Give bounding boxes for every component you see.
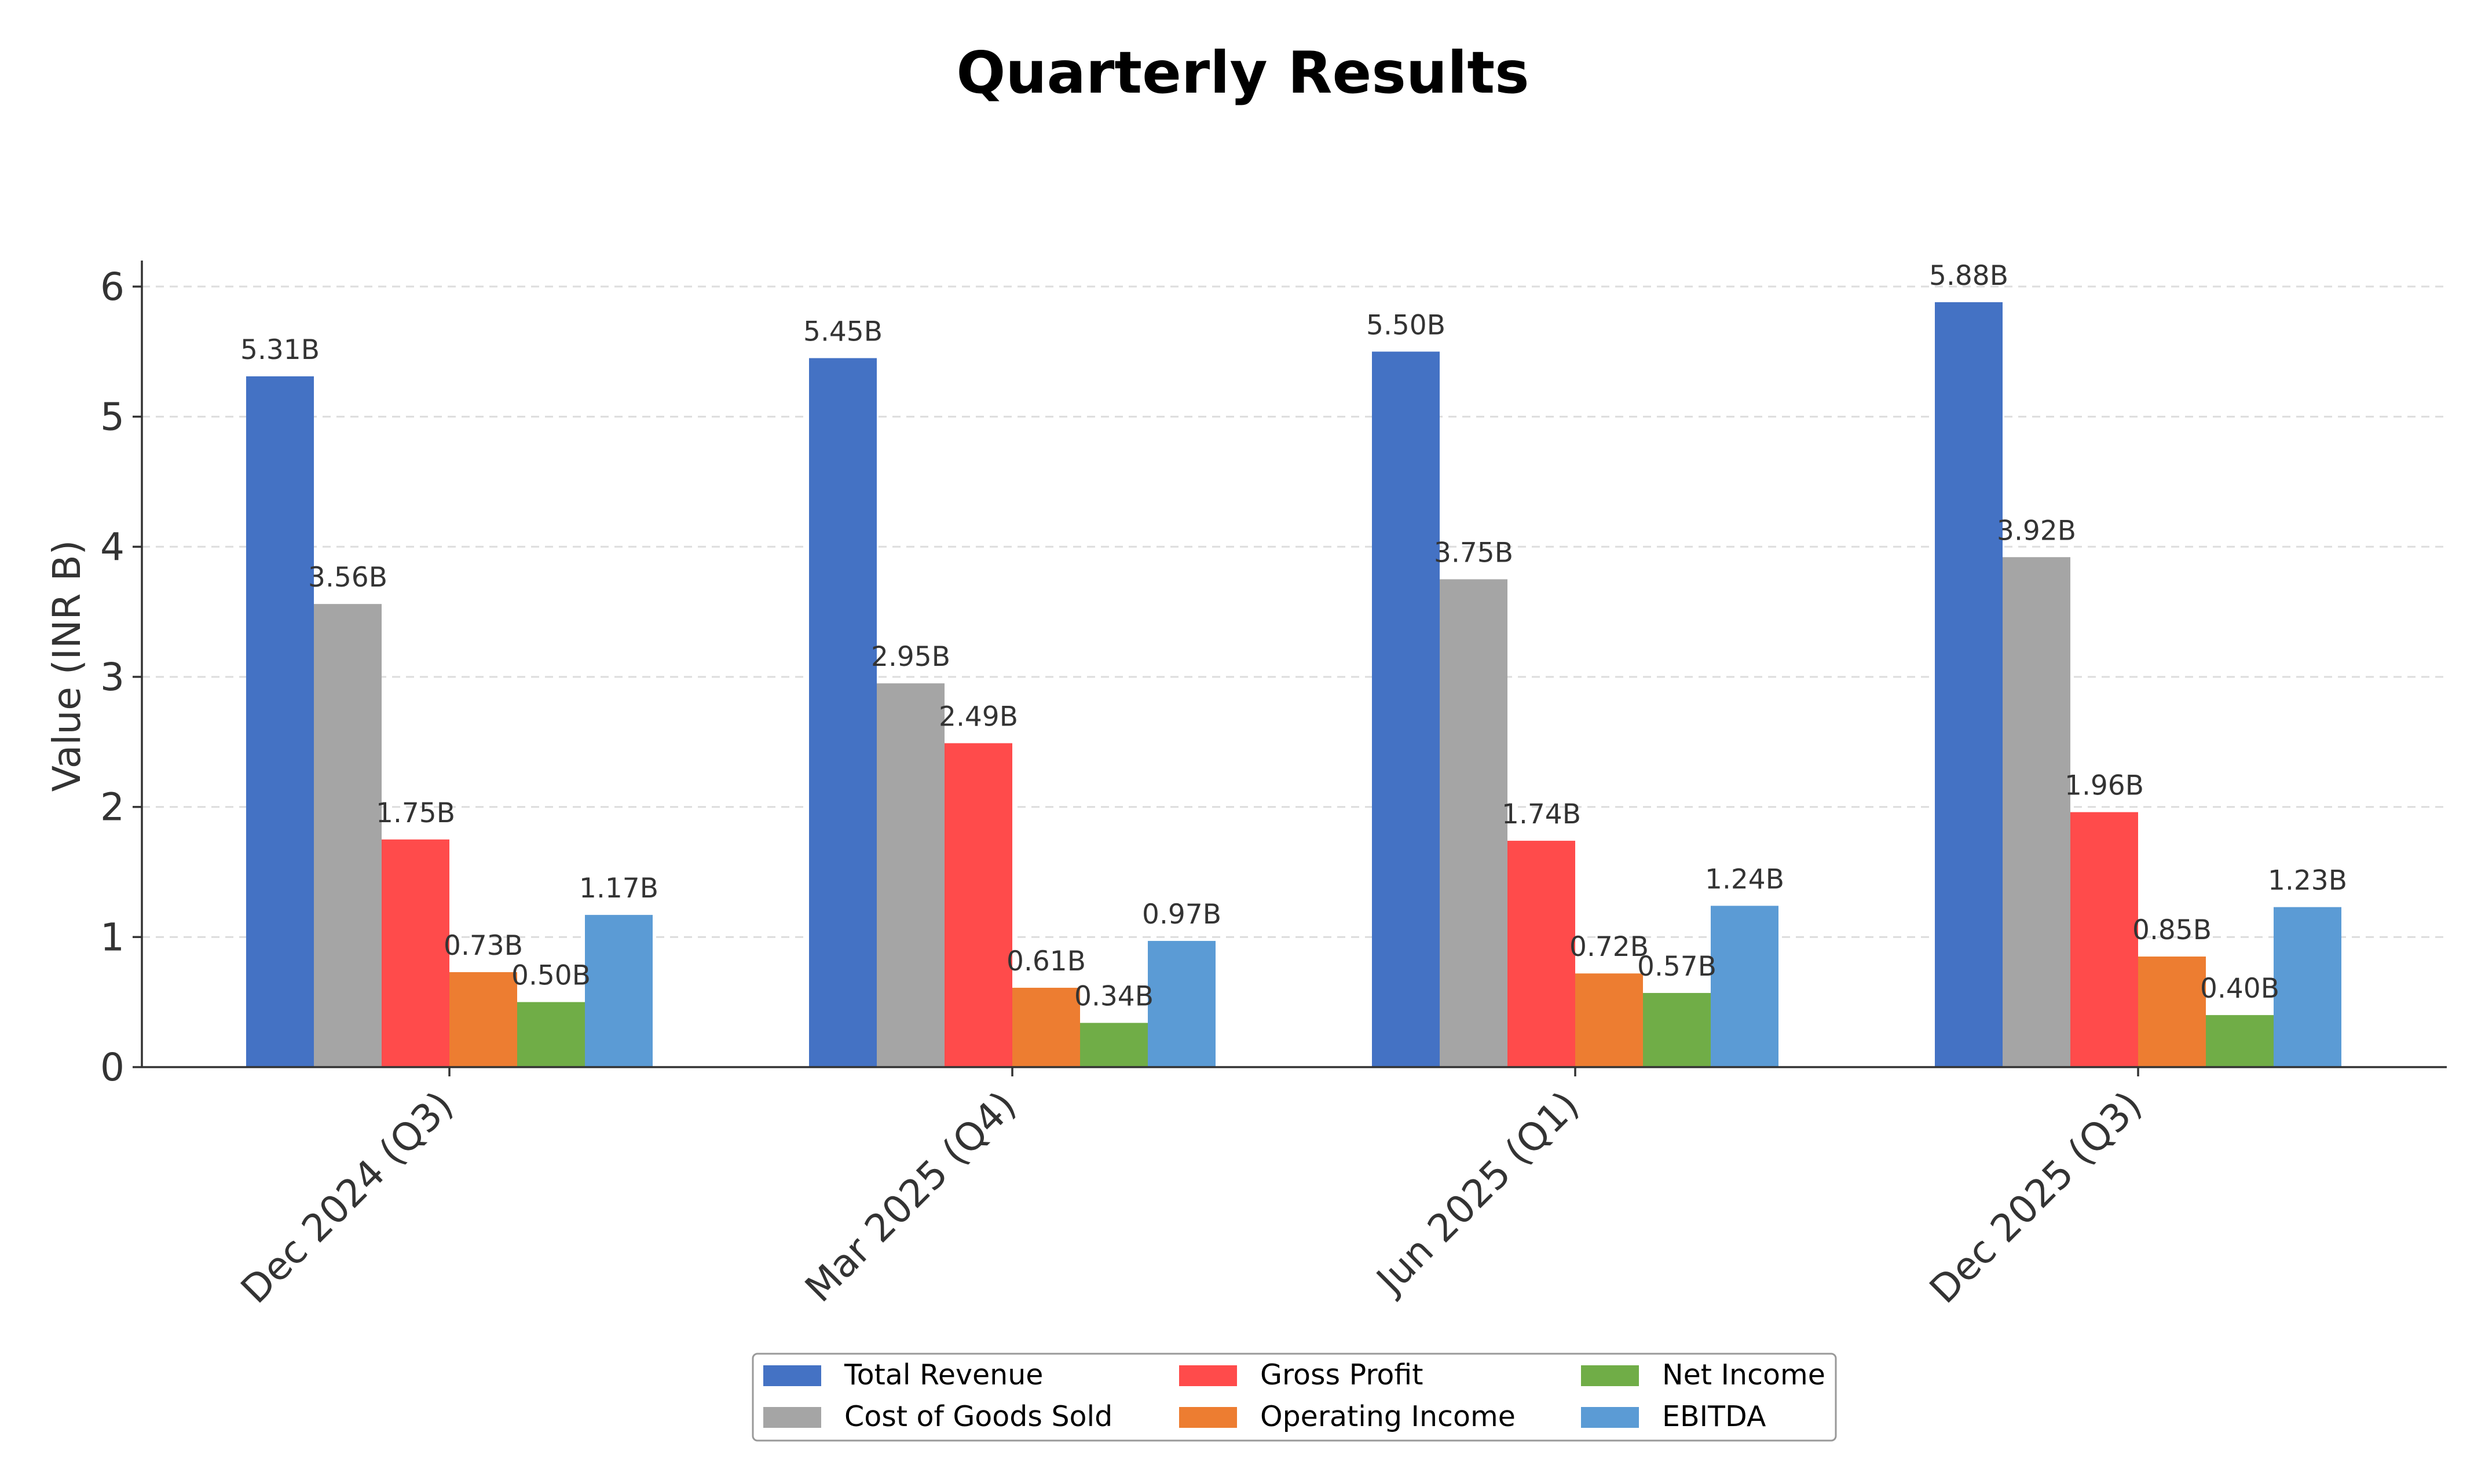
data-label: 1.23B [2268,865,2347,897]
x-tick-label: Dec 2025 (Q3) [1921,1083,2150,1312]
legend-label: Cost of Goods Sold [844,1400,1112,1433]
bar-1-3 [2003,557,2070,1067]
legend-swatch [1581,1407,1639,1428]
data-label: 5.45B [803,316,883,348]
x-tick-label: Dec 2024 (Q3) [232,1083,462,1312]
data-label: 5.31B [240,334,320,366]
legend-swatch [1179,1407,1237,1428]
data-label: 0.57B [1637,951,1717,983]
x-tick-label: Mar 2025 (Q4) [797,1083,1025,1311]
y-axis-label: Value (INR B) [45,540,89,792]
y-tick-label: 5 [100,395,125,439]
bar-0-2 [1372,351,1440,1067]
legend-label: EBITDA [1662,1400,1766,1433]
data-labels: 5.31B 5.45B 5.50B 5.88B 3.56B 2.95B 3.75B 3.92B… [240,260,2347,1013]
bar-4-3 [2206,1015,2274,1067]
data-label: 0.97B [1142,899,1221,930]
bar-5-0 [585,915,653,1067]
y-tick-label: 0 [100,1045,125,1090]
bar-0-0 [246,376,314,1067]
legend-label: Gross Profit [1260,1358,1423,1391]
data-label: 0.85B [2132,914,2212,946]
bar-3-3 [2138,957,2206,1067]
x-tick-label: Jun 2025 (Q1) [1367,1083,1587,1303]
legend-label: Operating Income [1260,1400,1516,1433]
legend: Total Revenue Cost of Goods Sold Gross Pro… [752,1353,1837,1442]
data-label: 0.40B [2200,973,2279,1005]
bar-5-1 [1148,941,1216,1067]
bar-4-2 [1643,992,1711,1067]
legend-swatch [763,1365,821,1386]
data-label: 2.95B [871,641,950,673]
bar-3-1 [1012,987,1080,1067]
y-tick-label: 2 [100,785,125,830]
y-tick-label: 3 [100,655,125,699]
bar-4-1 [1080,1023,1148,1067]
data-label: 3.92B [1997,515,2076,547]
legend-swatch [763,1407,821,1428]
bar-0-3 [1935,302,2003,1068]
bar-2-3 [2070,812,2138,1067]
data-label: 0.72B [1569,931,1649,963]
bar-1-1 [877,683,945,1067]
data-label: 5.88B [1929,260,2008,292]
data-label: 3.56B [308,562,387,593]
legend-swatch [1581,1365,1639,1386]
bar-1-0 [314,604,382,1067]
bar-2-2 [1507,841,1575,1067]
data-label: 1.75B [376,797,455,829]
bar-1-2 [1440,579,1507,1067]
data-label: 1.96B [2065,770,2144,802]
chart-title: Quarterly Results [956,39,1529,107]
data-label: 2.49B [939,701,1018,733]
bar-5-3 [2274,907,2341,1067]
data-label: 0.73B [444,930,523,962]
bar-4-0 [517,1002,585,1067]
bars [246,302,2341,1068]
legend-label: Net Income [1662,1358,1825,1391]
data-label: 1.17B [579,873,658,904]
data-label: 5.50B [1366,309,1445,341]
data-label: 3.75B [1434,537,1513,569]
data-label: 0.50B [511,960,591,992]
data-label: 0.61B [1007,946,1086,977]
bar-0-1 [809,358,877,1067]
bar-2-0 [382,839,449,1067]
data-label: 1.74B [1502,798,1581,830]
legend-box [752,1353,1837,1442]
legend-swatch [1179,1365,1237,1386]
legend-label: Total Revenue [844,1358,1043,1391]
bar-3-2 [1575,973,1643,1067]
y-tick-label: 4 [100,525,125,569]
bar-5-2 [1711,906,1778,1067]
data-label: 0.34B [1074,981,1154,1013]
y-tick-label: 1 [100,915,125,959]
bar-2-1 [945,743,1012,1067]
data-label: 1.24B [1705,863,1784,895]
y-tick-label: 6 [100,265,125,309]
bar-3-0 [449,972,517,1067]
